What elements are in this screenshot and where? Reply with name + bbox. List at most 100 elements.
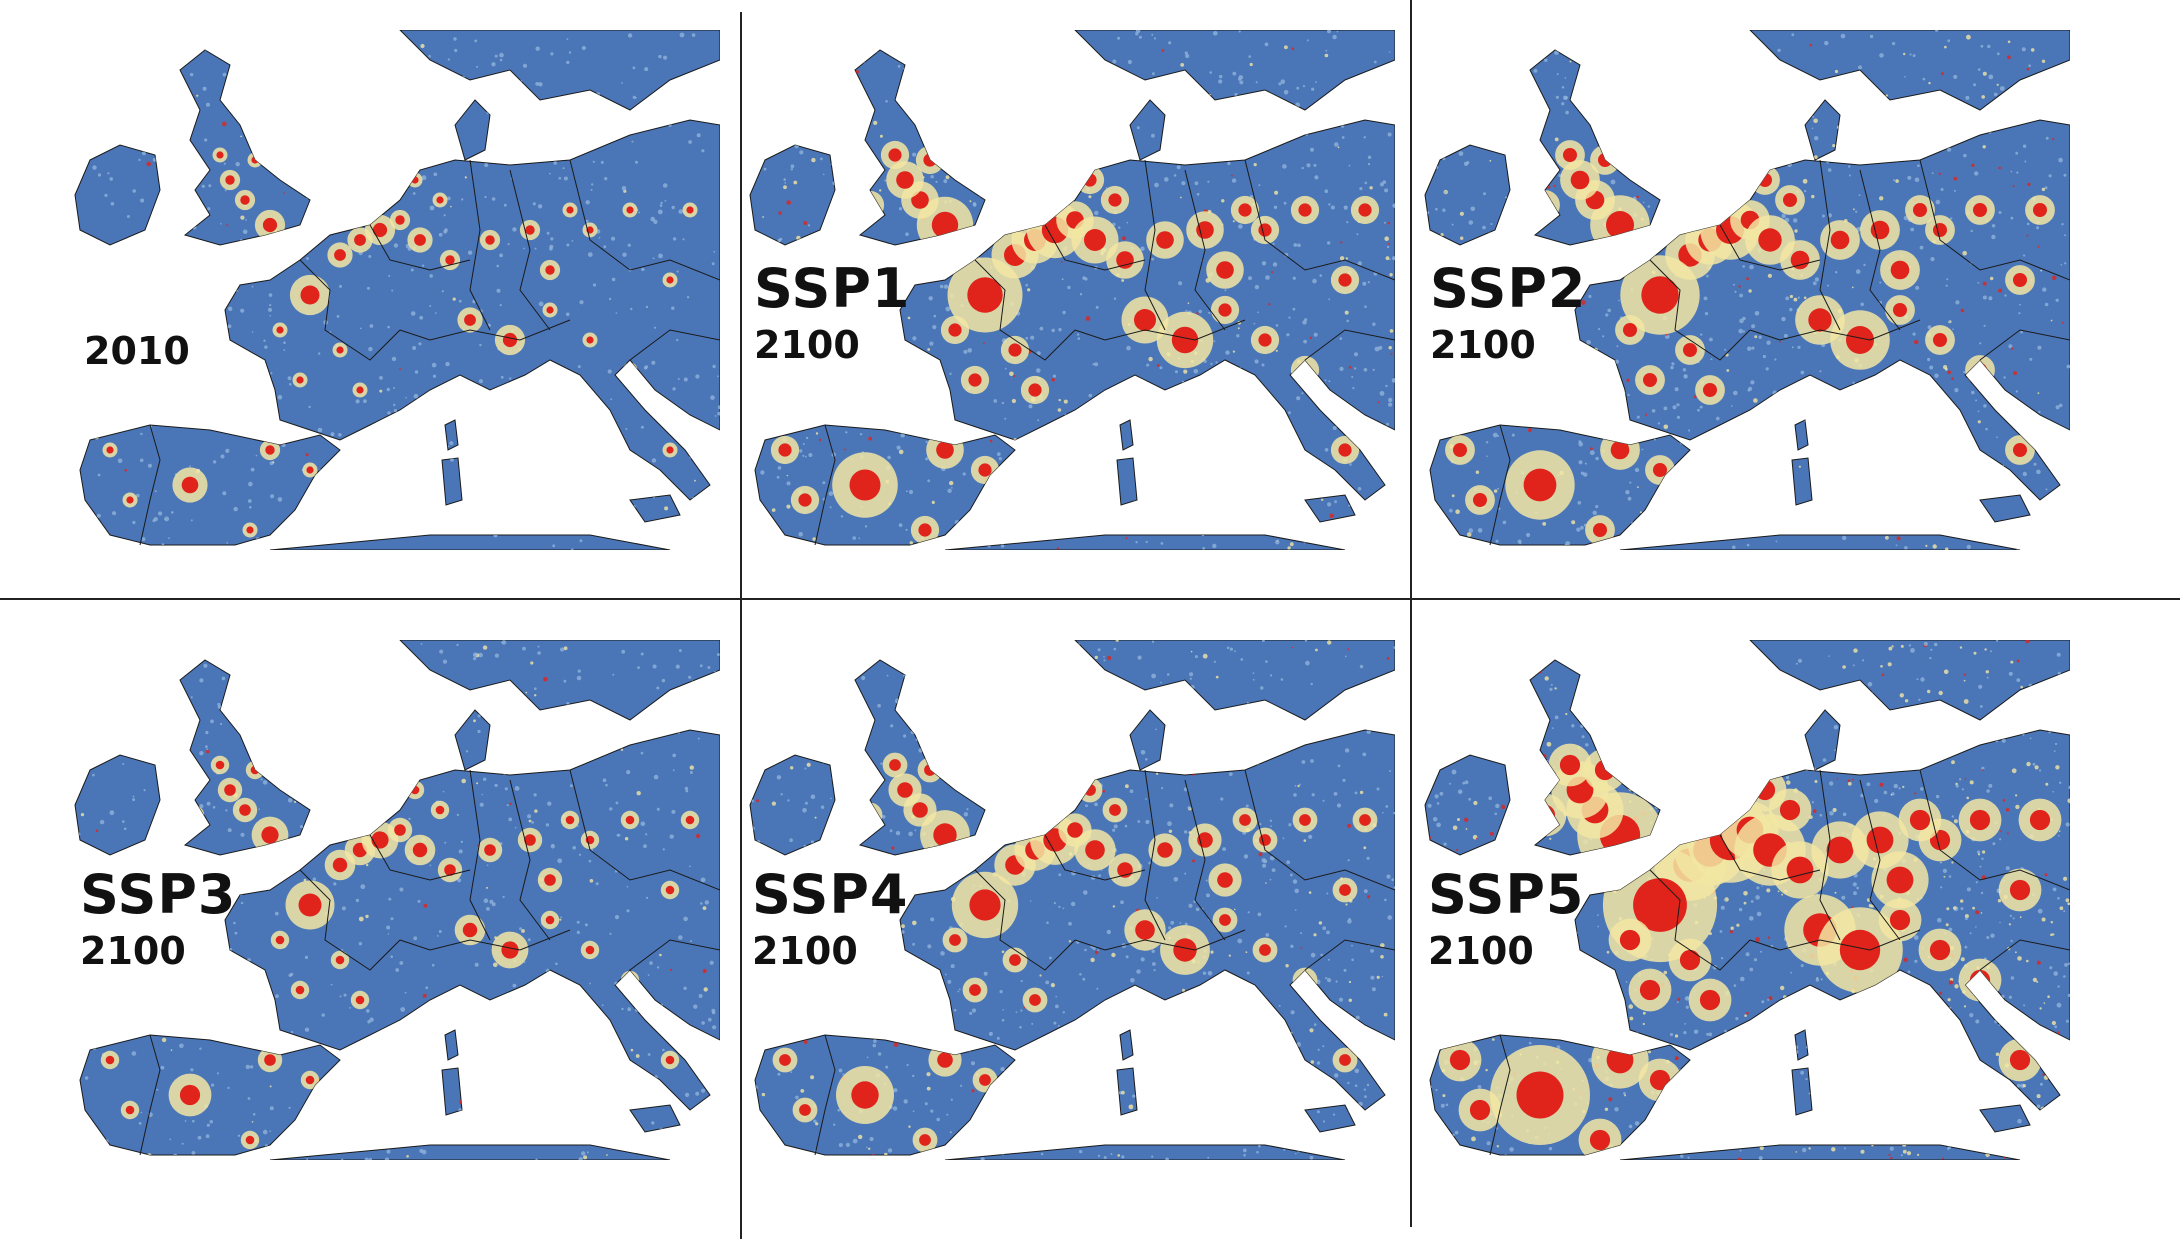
density-speckle [868, 1147, 871, 1150]
density-speckle [614, 465, 618, 469]
density-speckle [1149, 1097, 1153, 1101]
density-speckle [1564, 77, 1567, 79]
density-speckle [1615, 377, 1617, 380]
density-speckle [1303, 1077, 1308, 1082]
density-speckle [1697, 489, 1701, 493]
density-speckle [972, 167, 977, 172]
density-speckle [294, 738, 299, 743]
density-speckle [750, 716, 754, 720]
density-speckle [239, 424, 244, 429]
density-speckle [75, 917, 78, 922]
density-speckle [1763, 514, 1767, 518]
urban-core [371, 831, 389, 849]
density-speckle [1915, 487, 1921, 492]
density-speckle [1626, 378, 1630, 382]
density-speckle [370, 1083, 374, 1087]
density-speckle [1246, 971, 1250, 975]
density-speckle [2022, 471, 2027, 477]
urban-core [224, 784, 236, 796]
density-speckle [1982, 295, 1987, 300]
density-speckle [988, 1031, 993, 1036]
density-speckle [684, 786, 689, 791]
density-speckle [1088, 195, 1092, 199]
density-speckle [340, 502, 345, 506]
density-speckle [563, 709, 567, 713]
density-speckle [379, 376, 383, 380]
density-speckle [138, 158, 141, 162]
density-speckle [479, 1110, 482, 1113]
density-speckle [547, 801, 552, 806]
density-speckle [935, 180, 938, 183]
density-speckle [172, 194, 175, 197]
density-speckle [139, 458, 144, 463]
density-speckle [929, 870, 934, 875]
density-speckle [1508, 156, 1513, 161]
density-speckle [1025, 68, 1028, 71]
density-speckle [845, 1142, 850, 1147]
density-speckle [814, 816, 817, 819]
density-speckle [912, 50, 917, 55]
density-speckle [1330, 205, 1335, 210]
density-speckle [873, 1014, 876, 1016]
density-speckle [1220, 797, 1224, 801]
density-speckle [1282, 837, 1285, 840]
density-speckle [1106, 929, 1111, 935]
density-speckle [1754, 335, 1758, 339]
density-speckle [1367, 155, 1372, 159]
density-speckle [1283, 1091, 1286, 1093]
density-speckle [439, 402, 444, 407]
density-speckle [1423, 460, 1425, 462]
density-speckle [789, 838, 793, 842]
density-speckle [1634, 80, 1639, 85]
density-speckle [1431, 242, 1435, 246]
density-speckle [2045, 108, 2050, 113]
density-speckle [537, 997, 542, 1002]
density-speckle [1166, 673, 1170, 676]
density-speckle [300, 726, 303, 729]
density-speckle [537, 204, 543, 209]
density-speckle [1522, 676, 1526, 680]
density-speckle [640, 821, 646, 827]
density-speckle [1763, 1020, 1767, 1024]
density-speckle [1855, 269, 1861, 274]
density-speckle [1569, 60, 1572, 63]
density-speckle [1269, 508, 1272, 512]
density-speckle [1227, 161, 1231, 166]
density-speckle [1983, 489, 1987, 493]
density-speckle [1590, 447, 1593, 451]
density-speckle [1239, 496, 1242, 499]
density-speckle [1327, 30, 1331, 34]
density-speckle [192, 276, 197, 281]
density-speckle [541, 397, 544, 400]
density-speckle [184, 1120, 187, 1122]
density-speckle [2068, 105, 2070, 108]
urban-core [412, 842, 428, 858]
density-speckle [2050, 319, 2053, 322]
density-speckle [424, 428, 427, 431]
density-speckle [790, 164, 795, 169]
density-speckle [1363, 540, 1366, 544]
density-speckle [1148, 356, 1153, 362]
density-speckle [802, 454, 805, 457]
density-speckle [368, 346, 373, 352]
density-speckle [1837, 103, 1840, 106]
density-speckle [253, 694, 259, 699]
density-speckle [787, 799, 790, 802]
density-speckle [1329, 513, 1334, 519]
density-speckle [1529, 646, 1535, 651]
density-speckle [1055, 995, 1057, 998]
urban-core [1830, 230, 1850, 250]
density-speckle [486, 886, 488, 889]
density-speckle [1370, 1145, 1375, 1150]
land-region [454, 709, 491, 771]
density-speckle [945, 92, 949, 96]
density-speckle [1904, 75, 1906, 78]
density-speckle [276, 120, 281, 125]
density-speckle [217, 705, 222, 709]
density-speckle [777, 1072, 781, 1076]
density-speckle [419, 315, 424, 320]
density-speckle [1012, 188, 1016, 192]
density-speckle [1751, 123, 1756, 128]
density-speckle [322, 135, 325, 138]
europe-map [1423, 30, 2070, 550]
